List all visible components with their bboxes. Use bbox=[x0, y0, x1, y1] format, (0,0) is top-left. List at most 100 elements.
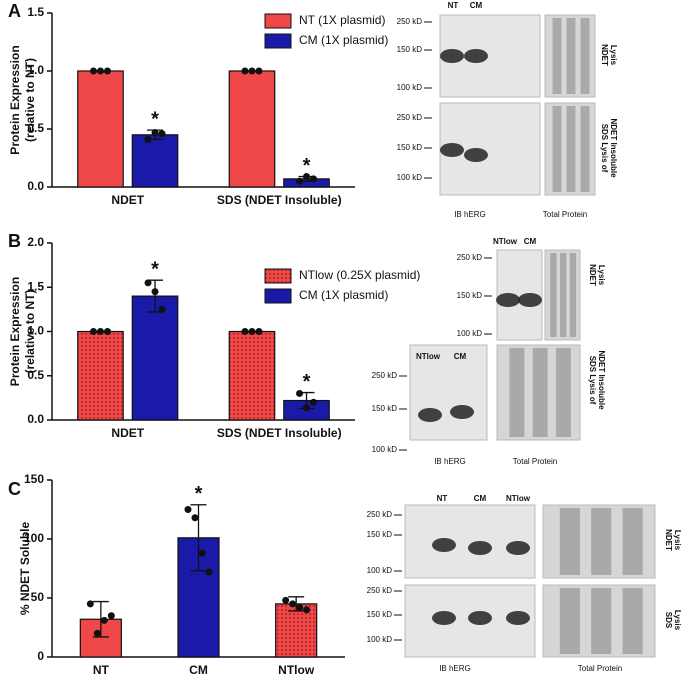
y-tick-label: 50 bbox=[31, 590, 45, 604]
significance-label: * bbox=[303, 371, 311, 393]
blot-lane bbox=[509, 348, 525, 437]
data-point bbox=[103, 67, 111, 75]
side-label: Lysis bbox=[673, 610, 682, 631]
x-tick-label: NDET bbox=[111, 193, 144, 207]
blot-lane bbox=[550, 253, 557, 337]
blot-image bbox=[404, 504, 536, 579]
significance-label: * bbox=[151, 108, 159, 130]
bar bbox=[77, 70, 124, 188]
x-tick-label: CM bbox=[189, 663, 208, 677]
data-point bbox=[158, 130, 166, 138]
legend-label: NTlow (0.25X plasmid) bbox=[299, 268, 420, 282]
blot-band bbox=[468, 541, 492, 555]
blot-caption: IB hERG bbox=[439, 664, 471, 673]
blot-caption: Total Protein bbox=[543, 210, 587, 219]
blot-band bbox=[506, 541, 530, 555]
legend-swatch bbox=[264, 288, 292, 304]
side-label: NDET Insoluble bbox=[609, 118, 618, 178]
marker-label: 250 kD bbox=[397, 113, 423, 122]
side-label: NDET Insoluble bbox=[597, 350, 606, 410]
lane-label: NTlow bbox=[493, 237, 518, 246]
blot-caption: IB hERG bbox=[454, 210, 486, 219]
blot-band bbox=[450, 405, 474, 419]
data-point bbox=[248, 67, 256, 75]
side-label: SDS Lysis of bbox=[588, 356, 597, 405]
side-label: NDET bbox=[588, 264, 597, 286]
blot-band bbox=[432, 538, 456, 552]
data-point bbox=[86, 600, 94, 608]
blot-band bbox=[440, 49, 464, 63]
legend-swatch bbox=[264, 268, 292, 284]
blot-band bbox=[440, 143, 464, 157]
data-point bbox=[310, 398, 318, 406]
x-tick-label: NTlow bbox=[278, 663, 315, 677]
data-point bbox=[96, 328, 104, 335]
marker-label: 100 kD bbox=[367, 566, 393, 575]
data-point bbox=[151, 288, 159, 296]
data-point bbox=[303, 173, 311, 181]
blot-band bbox=[496, 293, 520, 307]
data-point bbox=[107, 612, 115, 620]
bar bbox=[131, 134, 179, 188]
panel-label: B bbox=[8, 231, 21, 251]
data-point bbox=[89, 328, 97, 335]
marker-label: 250 kD bbox=[397, 17, 423, 26]
legend-label: NT (1X plasmid) bbox=[299, 13, 385, 27]
data-point bbox=[103, 328, 111, 335]
marker-label: 150 kD bbox=[457, 291, 483, 300]
y-axis-label: Protein Expression bbox=[8, 277, 22, 386]
blot-lane bbox=[566, 18, 576, 94]
significance-label: * bbox=[195, 483, 203, 505]
data-point bbox=[296, 389, 304, 397]
significance-label: * bbox=[303, 155, 311, 177]
data-point bbox=[289, 600, 297, 608]
side-label: SDS Lysis of bbox=[600, 124, 609, 173]
legend-label: CM (1X plasmid) bbox=[299, 288, 388, 302]
blot-band bbox=[506, 611, 530, 625]
y-axis-label: % NDET Soluble bbox=[18, 522, 32, 616]
blot-lane bbox=[569, 253, 577, 337]
y-tick-label: 1.0 bbox=[27, 63, 44, 77]
blot-band bbox=[464, 148, 488, 162]
lane-label: CM bbox=[454, 352, 467, 361]
bar bbox=[275, 603, 318, 658]
marker-label: 250 kD bbox=[372, 371, 398, 380]
lane-label: CM bbox=[474, 494, 487, 503]
side-label: NDET bbox=[600, 44, 609, 66]
blot-lane bbox=[560, 253, 567, 337]
blot-image bbox=[409, 344, 488, 441]
blot-caption: Total Protein bbox=[578, 664, 622, 673]
panel-label: C bbox=[8, 479, 21, 499]
data-point bbox=[296, 177, 304, 185]
lane-label: NT bbox=[437, 494, 448, 503]
y-tick-label: 1.5 bbox=[27, 5, 44, 19]
blot-lane bbox=[552, 18, 562, 94]
y-axis-label: Protein Expression bbox=[8, 45, 22, 154]
blot-lane bbox=[559, 508, 580, 575]
blot-lane bbox=[591, 508, 612, 575]
y-tick-label: 0.0 bbox=[27, 412, 44, 426]
blot-caption: Total Protein bbox=[513, 457, 557, 466]
bar bbox=[131, 295, 179, 421]
blot-lane bbox=[591, 588, 612, 654]
y-axis-label: (relative to NT) bbox=[23, 289, 37, 373]
data-point bbox=[241, 67, 249, 75]
lane-label: CM bbox=[524, 237, 537, 246]
blot-lane bbox=[552, 106, 562, 192]
data-point bbox=[248, 328, 256, 335]
lane-label: NT bbox=[448, 1, 459, 10]
data-point bbox=[144, 135, 152, 143]
data-point bbox=[144, 279, 152, 287]
blot-caption: IB hERG bbox=[434, 457, 466, 466]
blot-lane bbox=[622, 588, 643, 654]
blot-lane bbox=[622, 508, 643, 575]
marker-label: 100 kD bbox=[397, 173, 423, 182]
marker-label: 100 kD bbox=[457, 329, 483, 338]
data-point bbox=[255, 67, 263, 75]
blot-band bbox=[518, 293, 542, 307]
y-tick-label: 1.5 bbox=[27, 279, 44, 293]
data-point bbox=[158, 305, 166, 313]
blot-band bbox=[468, 611, 492, 625]
data-point bbox=[303, 606, 311, 614]
x-tick-label: NT bbox=[93, 663, 110, 677]
